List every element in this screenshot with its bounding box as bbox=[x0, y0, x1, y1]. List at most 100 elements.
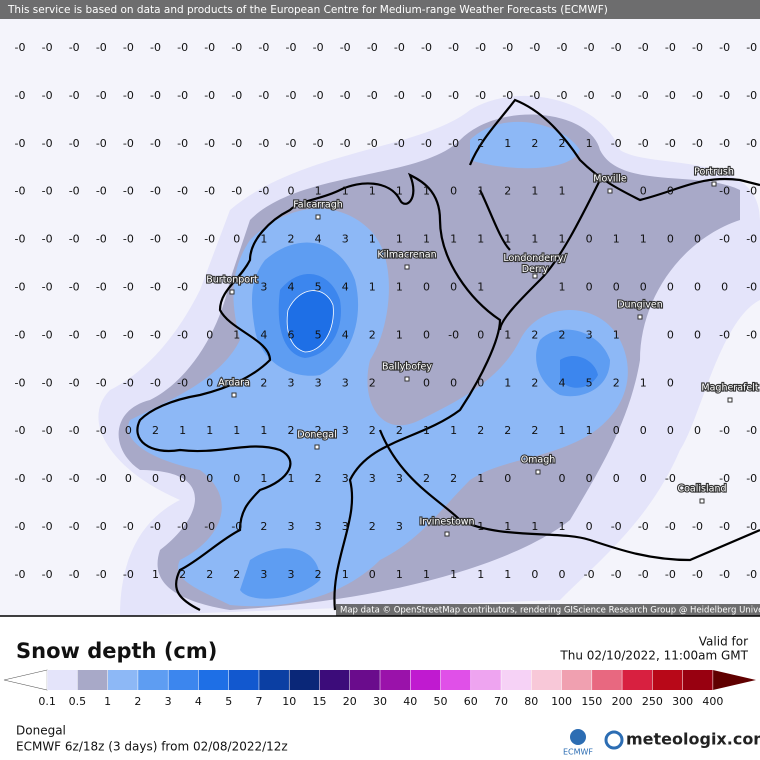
town-marker bbox=[404, 264, 410, 270]
grid-value: -0 bbox=[340, 137, 351, 150]
grid-value: -0 bbox=[231, 520, 242, 533]
colorbar-label: 0.1 bbox=[38, 695, 56, 708]
grid-value: -0 bbox=[42, 41, 53, 54]
grid-value: -0 bbox=[719, 89, 730, 102]
grid-value: -0 bbox=[313, 89, 324, 102]
grid-value: -0 bbox=[584, 41, 595, 54]
grid-value: -0 bbox=[123, 568, 134, 581]
grid-value: 1 bbox=[640, 233, 647, 246]
grid-value: -0 bbox=[42, 281, 53, 294]
colorbar-label: 400 bbox=[702, 695, 723, 708]
grid-value: -0 bbox=[42, 376, 53, 389]
grid-value: 1 bbox=[477, 472, 484, 485]
grid-value: -0 bbox=[150, 233, 161, 246]
grid-value: -0 bbox=[448, 137, 459, 150]
grid-value: -0 bbox=[150, 41, 161, 54]
grid-value: -0 bbox=[502, 41, 513, 54]
grid-value: -0 bbox=[475, 89, 486, 102]
grid-value: 2 bbox=[315, 568, 322, 581]
grid-value: 0 bbox=[206, 472, 213, 485]
grid-value: 1 bbox=[206, 424, 213, 437]
colorbar-high bbox=[712, 670, 756, 690]
grid-value: 2 bbox=[477, 137, 484, 150]
grid-value: 2 bbox=[477, 424, 484, 437]
grid-value: -0 bbox=[177, 41, 188, 54]
grid-value: 1 bbox=[342, 185, 349, 198]
legend-title: Snow depth (cm) bbox=[16, 639, 217, 663]
grid-value: -0 bbox=[340, 41, 351, 54]
colorbar-label: 3 bbox=[165, 695, 172, 708]
colorbar-segment bbox=[168, 670, 199, 690]
grid-value: 0 bbox=[125, 424, 132, 437]
grid-value: -0 bbox=[258, 185, 269, 198]
grid-value: -0 bbox=[96, 185, 107, 198]
town-marker bbox=[314, 444, 320, 450]
grid-value: 1 bbox=[423, 568, 430, 581]
grid-value: -0 bbox=[746, 185, 757, 198]
colorbar-label: 100 bbox=[551, 695, 572, 708]
colorbar-segment bbox=[531, 670, 562, 690]
grid-value: -0 bbox=[69, 424, 80, 437]
grid-value: -0 bbox=[42, 568, 53, 581]
colorbar-label: 0.5 bbox=[69, 695, 87, 708]
colorbar-low bbox=[3, 669, 48, 691]
grid-value: -0 bbox=[177, 520, 188, 533]
town-label: Magherafelt bbox=[701, 383, 758, 394]
colorbar-label: 300 bbox=[672, 695, 693, 708]
grid-value: -0 bbox=[42, 472, 53, 485]
grid-value: -0 bbox=[231, 137, 242, 150]
grid-value: 0 bbox=[152, 472, 159, 485]
grid-value: 3 bbox=[260, 568, 267, 581]
grid-value: -0 bbox=[746, 233, 757, 246]
grid-value: 2 bbox=[531, 376, 538, 389]
grid-value: -0 bbox=[611, 137, 622, 150]
grid-value: 0 bbox=[559, 568, 566, 581]
town-label: Burtonport bbox=[206, 275, 258, 286]
grid-value: -0 bbox=[584, 89, 595, 102]
grid-value: -0 bbox=[69, 89, 80, 102]
valid-label: Valid for bbox=[699, 635, 748, 649]
grid-value: -0 bbox=[665, 89, 676, 102]
colorbar-segment bbox=[682, 670, 713, 690]
grid-value: 0 bbox=[531, 568, 538, 581]
grid-value: 3 bbox=[342, 472, 349, 485]
grid-value: -0 bbox=[475, 41, 486, 54]
town-marker bbox=[532, 273, 538, 279]
model-run: ECMWF 6z/18z (3 days) from 02/08/2022/12… bbox=[16, 740, 288, 754]
grid-value: 0 bbox=[559, 472, 566, 485]
grid-value: -0 bbox=[42, 89, 53, 102]
grid-value: 1 bbox=[640, 376, 647, 389]
colorbar-label: 5 bbox=[225, 695, 232, 708]
grid-value: 3 bbox=[342, 376, 349, 389]
grid-value: -0 bbox=[557, 89, 568, 102]
grid-value: 1 bbox=[396, 328, 403, 341]
grid-value: 0 bbox=[477, 376, 484, 389]
grid-value: -0 bbox=[96, 376, 107, 389]
grid-value: 3 bbox=[369, 472, 376, 485]
grid-value: 2 bbox=[369, 424, 376, 437]
grid-value: 1 bbox=[586, 137, 593, 150]
grid-value: 1 bbox=[586, 424, 593, 437]
colorbar-segment bbox=[652, 670, 683, 690]
grid-value: -0 bbox=[15, 328, 26, 341]
grid-value: 0 bbox=[233, 472, 240, 485]
grid-value: 2 bbox=[504, 424, 511, 437]
grid-value: 1 bbox=[450, 568, 457, 581]
grid-value: -0 bbox=[96, 89, 107, 102]
grid-value: -0 bbox=[258, 89, 269, 102]
colorbar-label: 80 bbox=[524, 695, 538, 708]
grid-value: 4 bbox=[315, 233, 322, 246]
grid-value: -0 bbox=[42, 185, 53, 198]
grid-value: -0 bbox=[69, 41, 80, 54]
grid-value: -0 bbox=[69, 568, 80, 581]
grid-value: -0 bbox=[96, 520, 107, 533]
grid-value: -0 bbox=[313, 137, 324, 150]
grid-value: 5 bbox=[315, 281, 322, 294]
grid-value: -0 bbox=[123, 376, 134, 389]
grid-value: 1 bbox=[260, 472, 267, 485]
grid-value: -0 bbox=[123, 41, 134, 54]
grid-value: -0 bbox=[69, 472, 80, 485]
grid-value: -0 bbox=[231, 89, 242, 102]
grid-value: -0 bbox=[177, 89, 188, 102]
